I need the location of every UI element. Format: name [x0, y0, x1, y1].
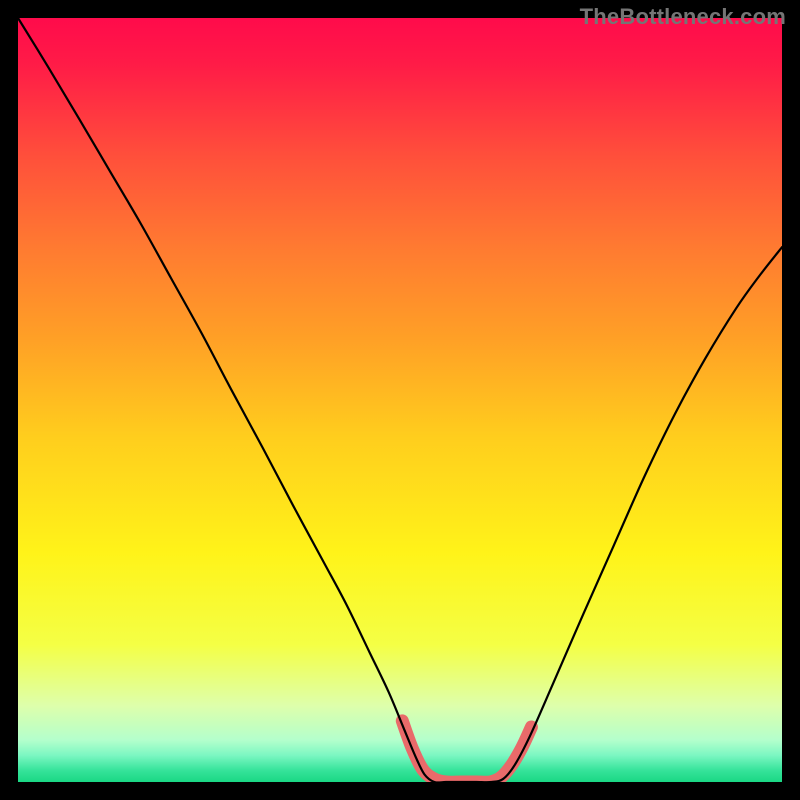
chart-container: TheBottleneck.com: [0, 0, 800, 800]
plot-background: [18, 18, 782, 782]
bottleneck-chart: [0, 0, 800, 800]
